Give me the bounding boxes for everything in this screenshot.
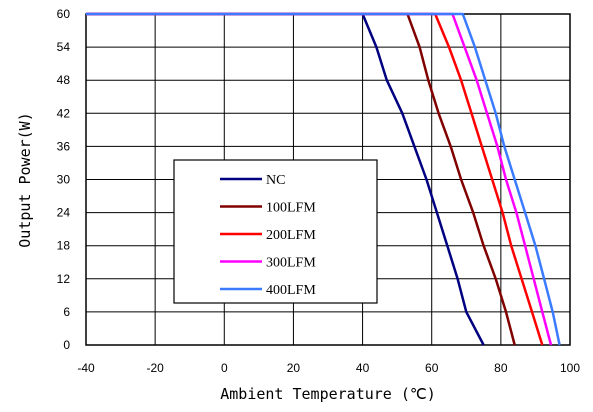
legend-label: NC: [266, 173, 285, 188]
series-line-nc: [86, 12, 485, 346]
series-line-200lfm: [86, 12, 544, 346]
y-tick-label: 60: [57, 7, 71, 21]
legend-label: 300LFM: [266, 256, 316, 271]
legend-label: 100LFM: [266, 201, 316, 216]
y-tick-label: 48: [57, 73, 71, 87]
y-tick-label: 36: [57, 139, 71, 153]
legend-label: 200LFM: [266, 228, 316, 243]
y-tick-label: 12: [57, 272, 71, 286]
series-line-400lfm: [86, 12, 561, 346]
series-line-100lfm: [86, 12, 516, 346]
y-tick-label: 42: [57, 106, 71, 120]
legend-box: [173, 159, 378, 304]
x-tick-label: -20: [146, 361, 164, 375]
x-axis-title: Ambient Temperature (℃): [220, 385, 436, 403]
series-lines: [86, 12, 561, 346]
y-tick-label: 18: [57, 239, 71, 253]
y-tick-label: 6: [63, 305, 70, 319]
y-tick-label: 0: [63, 338, 70, 352]
x-tick-label: 60: [425, 361, 439, 375]
y-axis-title: Output Power(W): [16, 112, 34, 247]
y-tick-label: 30: [57, 173, 71, 187]
x-tick-label: 20: [287, 361, 301, 375]
x-tick-label: -40: [77, 361, 95, 375]
x-tick-label: 0: [221, 361, 228, 375]
y-tick-label: 54: [57, 40, 71, 54]
legend-label: 400LFM: [266, 283, 316, 298]
x-tick-label: 40: [356, 361, 370, 375]
x-tick-label: 80: [494, 361, 508, 375]
legend: NC 100LFM 200LFM 300LFM 400LFM: [173, 159, 378, 304]
tick-labels: -40 -20 0 20 40 60 80 100 0 6 12 18 24 30 36 42 48 54 60: [57, 7, 581, 375]
y-tick-label: 24: [57, 206, 71, 220]
x-tick-label: 100: [560, 361, 580, 375]
series-line-300lfm: [86, 12, 553, 346]
